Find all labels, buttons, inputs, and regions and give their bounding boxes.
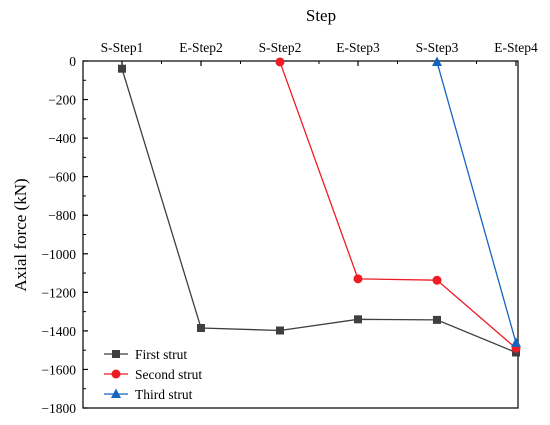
y-axis-title: Axial force (kN) [11, 178, 30, 291]
legend: First strut Second strut Third strut [104, 347, 202, 402]
x-tick-label: E-Step2 [179, 40, 223, 55]
y-tick-label: −800 [48, 208, 76, 223]
y-tick-label: −1400 [41, 324, 76, 339]
data-point [197, 323, 205, 332]
data-point [353, 274, 363, 284]
series-layer [118, 56, 521, 357]
data-point [433, 315, 441, 324]
x-tick-label: S-Step1 [101, 40, 144, 55]
legend-marker [111, 388, 121, 398]
data-point [118, 64, 126, 73]
data-point [354, 315, 362, 324]
y-tick-label: −1800 [41, 401, 76, 416]
y-tick-label: −600 [48, 170, 76, 185]
legend-marker [111, 369, 121, 379]
series-2 [275, 57, 521, 353]
legend-label: Second strut [135, 367, 202, 382]
x-axis-ticks: S-Step1 E-Step2 S-Step2 E-Step3 S-Step3 E-Ste… [101, 40, 538, 66]
y-tick-label: −1600 [41, 362, 76, 377]
y-tick-label: −400 [48, 131, 76, 146]
y-tick-label: −1200 [41, 285, 76, 300]
x-tick-label: E-Step3 [336, 40, 380, 55]
series-line [121, 68, 517, 354]
legend-label: Third strut [135, 387, 193, 402]
legend-marker [112, 350, 120, 358]
x-tick-label: S-Step3 [416, 40, 459, 55]
legend-label: First strut [135, 347, 187, 362]
series-3 [432, 56, 521, 347]
x-tick-label: S-Step2 [259, 40, 302, 55]
data-point [432, 56, 442, 66]
y-tick-label: 0 [69, 54, 76, 69]
y-axis-ticks: 0 −200 −400 −600 −800 −1000 −1200 −1400 −1600 −18… [41, 54, 88, 416]
data-point [275, 57, 285, 67]
x-tick-label: E-Step4 [494, 40, 538, 55]
data-point [511, 337, 521, 347]
data-point [276, 326, 284, 335]
x-axis-title: Step [306, 6, 336, 25]
data-point [432, 275, 442, 285]
series-line [436, 61, 517, 344]
series-line [279, 61, 517, 349]
series-1 [118, 64, 520, 357]
y-tick-label: −1000 [41, 247, 76, 262]
y-tick-label: −200 [48, 93, 76, 108]
